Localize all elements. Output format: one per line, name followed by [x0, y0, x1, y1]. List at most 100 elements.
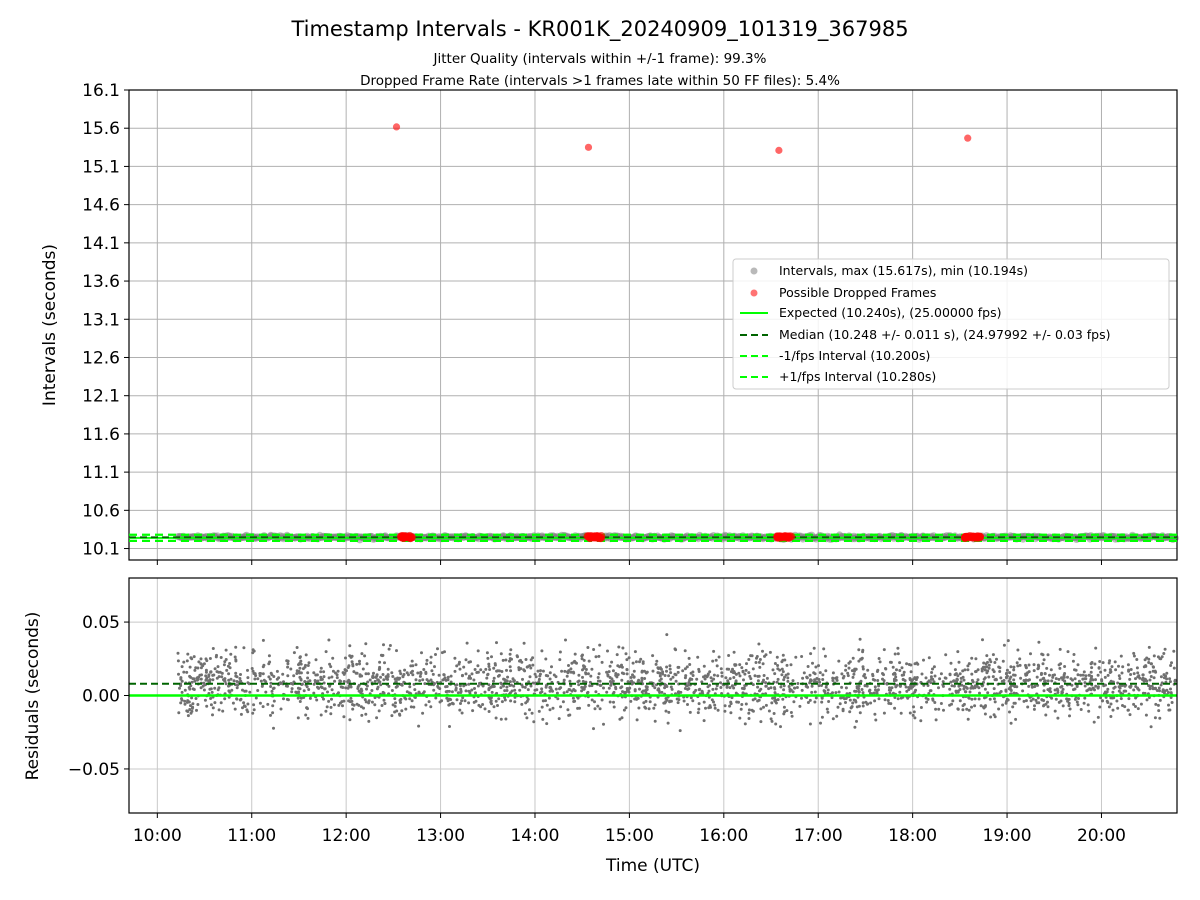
residual-point	[873, 685, 877, 689]
residual-point	[667, 674, 671, 678]
residual-point	[234, 645, 238, 649]
residual-point	[462, 684, 466, 688]
residual-point	[305, 706, 309, 710]
residual-point	[464, 658, 468, 662]
residual-point	[1168, 677, 1172, 681]
residual-point	[669, 671, 673, 675]
residual-point	[509, 648, 513, 652]
residual-point	[250, 667, 254, 670]
residual-point	[222, 663, 226, 667]
residual-point	[305, 685, 309, 689]
residual-point	[404, 697, 408, 701]
residual-point	[258, 701, 262, 705]
residual-point	[948, 673, 952, 677]
residual-point	[503, 689, 507, 693]
residual-point	[1067, 704, 1071, 708]
residual-point	[597, 654, 601, 658]
residual-point	[433, 665, 436, 669]
residual-point	[834, 691, 838, 695]
residual-point	[588, 684, 592, 688]
residual-point	[1006, 698, 1010, 702]
residual-point	[1018, 657, 1022, 661]
residual-point	[851, 656, 855, 660]
residual-point	[235, 675, 239, 679]
residual-point	[220, 675, 224, 679]
residual-point	[849, 706, 853, 710]
residual-point	[499, 652, 503, 656]
residual-point	[239, 679, 243, 683]
residual-point	[854, 689, 858, 693]
residual-point	[190, 696, 194, 700]
residual-point	[1049, 668, 1053, 672]
residual-point	[1112, 686, 1116, 690]
residual-point	[545, 703, 549, 707]
residual-point	[179, 676, 183, 680]
residual-point	[1134, 685, 1138, 688]
residual-point	[987, 663, 991, 667]
residual-point	[335, 676, 339, 680]
residual-point	[1094, 684, 1098, 688]
residual-point	[708, 670, 712, 674]
residual-point	[1105, 690, 1109, 694]
residual-point	[716, 674, 720, 678]
residual-point	[598, 643, 602, 647]
residual-point	[711, 659, 715, 663]
residual-point	[669, 699, 673, 703]
residual-point	[1042, 676, 1046, 680]
residual-point	[729, 711, 733, 715]
residual-point	[919, 706, 923, 709]
residual-point	[961, 704, 965, 708]
residual-point	[372, 671, 375, 675]
residual-point	[943, 676, 947, 680]
residual-point	[577, 683, 581, 687]
residual-point	[411, 673, 415, 677]
residual-point	[1151, 686, 1155, 690]
residual-point	[552, 673, 556, 677]
residual-point	[621, 646, 625, 650]
residual-point	[557, 717, 561, 721]
residual-point	[652, 706, 656, 710]
intervals-ytick-label: 13.6	[82, 272, 120, 292]
residual-point	[183, 688, 187, 692]
residual-point	[576, 706, 580, 710]
residual-point	[664, 709, 668, 713]
residual-point	[189, 656, 193, 660]
residual-point	[815, 677, 819, 680]
residual-point	[651, 654, 655, 658]
residual-point	[259, 679, 263, 683]
residual-point	[211, 706, 215, 710]
residual-point	[1096, 715, 1100, 719]
residual-point	[882, 711, 886, 715]
residual-point	[345, 669, 348, 673]
residual-point	[1043, 679, 1047, 683]
residual-point	[269, 681, 273, 685]
residual-point	[315, 698, 319, 702]
residual-point	[1162, 652, 1166, 655]
residual-point	[1121, 665, 1125, 669]
residual-point	[956, 650, 960, 654]
residual-point	[861, 665, 865, 669]
residual-point	[1004, 672, 1008, 676]
residual-point	[306, 676, 310, 680]
residual-point	[1108, 671, 1112, 674]
residual-point	[182, 660, 186, 664]
residual-point	[295, 669, 299, 673]
residual-point	[1067, 697, 1071, 701]
residual-point	[421, 678, 425, 682]
residual-point	[617, 645, 621, 649]
residual-point	[757, 674, 761, 678]
residual-point	[1056, 689, 1060, 692]
residual-point	[710, 679, 714, 683]
residual-point	[489, 696, 493, 700]
residual-point	[687, 687, 691, 691]
residual-point	[1016, 648, 1020, 652]
residual-point	[663, 674, 667, 677]
residual-point	[1106, 673, 1110, 677]
residual-point	[269, 685, 273, 688]
residual-point	[954, 679, 958, 683]
intervals-ytick-label: 11.1	[82, 463, 120, 483]
residual-point	[298, 661, 302, 665]
residual-point	[911, 713, 915, 717]
residual-point	[767, 709, 771, 713]
residual-point	[789, 688, 793, 692]
